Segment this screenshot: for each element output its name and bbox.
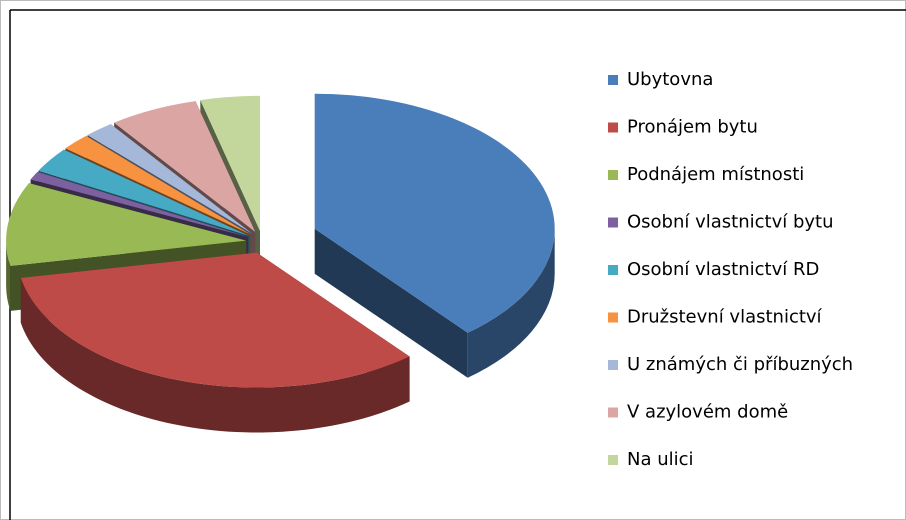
legend-swatch [608, 217, 618, 228]
slice-top [20, 252, 410, 388]
slice-top [200, 95, 260, 231]
legend-label: Osobní vlastnictví bytu [627, 212, 834, 233]
legend-swatch [608, 360, 618, 370]
legend-label: Ubytovna [627, 69, 713, 90]
slice-top [6, 183, 247, 266]
legend-label: Na ulici [627, 449, 694, 470]
legend-swatch [608, 170, 618, 180]
legend-label: Pronájem bytu [627, 117, 758, 138]
slice [20, 252, 410, 433]
slice [314, 93, 555, 378]
legend-swatch [608, 265, 618, 275]
slice-top [38, 149, 249, 236]
slice-side [314, 228, 468, 378]
legend-label: V azylovém domě [627, 402, 788, 423]
legend-label: Podnájem místnosti [627, 164, 804, 185]
slice-top [65, 135, 251, 235]
legend-swatch [608, 407, 618, 418]
slice-top [314, 93, 555, 333]
legend-swatch [608, 122, 618, 133]
pie [6, 93, 555, 433]
slice-top [30, 171, 248, 237]
slice-wall [467, 228, 555, 378]
slice-wall [6, 240, 11, 311]
legend-label: Osobní vlastnictví RD [627, 259, 819, 280]
legend-label: Družstevní vlastnictví [627, 307, 823, 328]
slice-top [87, 124, 252, 234]
legend: Ubytovna Pronájem bytu Podnájem místnosti O… [608, 69, 853, 470]
legend-swatch [608, 75, 618, 85]
legend-label: U známých či příbuzných [627, 354, 853, 375]
slice-wall [20, 277, 410, 433]
legend-swatch [608, 455, 618, 465]
slice-top [114, 101, 256, 232]
legend-swatch [608, 312, 618, 323]
